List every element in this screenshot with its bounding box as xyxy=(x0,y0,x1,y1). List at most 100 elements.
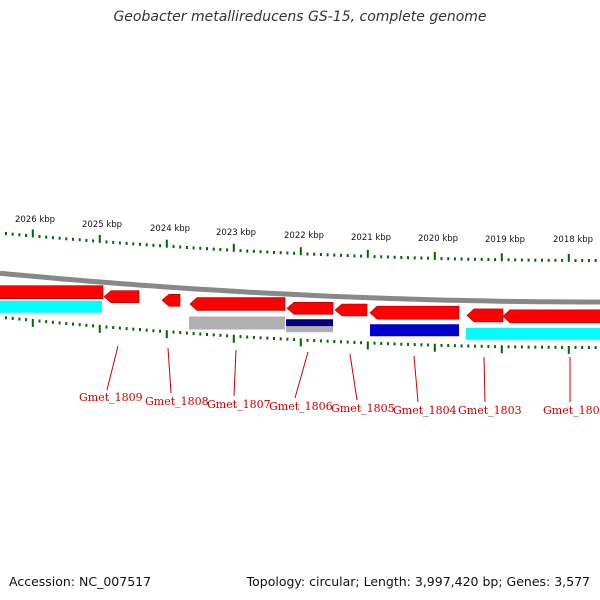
scale-tick xyxy=(106,240,108,243)
gene-feature xyxy=(286,319,333,326)
scale-tick xyxy=(588,346,590,349)
scale-tick xyxy=(246,250,248,253)
scale-tick xyxy=(481,258,483,261)
scale-tick xyxy=(246,336,248,339)
scale-tick xyxy=(233,244,235,252)
scale-tick xyxy=(541,259,543,262)
scale-tick xyxy=(414,256,416,259)
scale-tick xyxy=(199,247,201,250)
scale-tick xyxy=(394,256,396,259)
scale-tick xyxy=(92,239,94,242)
scale-tick xyxy=(199,333,201,336)
scale-tick xyxy=(434,344,436,352)
gene-label[interactable]: Gmet_1804 xyxy=(393,404,457,417)
scale-tick xyxy=(494,345,496,348)
scale-tick xyxy=(12,233,14,236)
scale-tick xyxy=(119,327,121,330)
scale-tick xyxy=(420,257,422,260)
scale-label: 2021 kbp xyxy=(351,233,391,243)
scale-tick xyxy=(32,319,34,327)
scale-tick xyxy=(260,336,262,339)
scale-tick xyxy=(152,329,154,332)
scale-tick xyxy=(213,248,215,251)
scale-tick xyxy=(59,237,61,240)
gene-feature xyxy=(0,301,102,313)
scale-tick xyxy=(508,345,510,348)
scale-tick xyxy=(173,245,175,248)
scale-labels: 2026 kbp 2025 kbp 2024 kbp 2023 kbp 2022… xyxy=(15,215,593,245)
scale-tick xyxy=(186,246,188,249)
scale-tick xyxy=(300,338,302,346)
scale-tick xyxy=(561,259,563,262)
scale-tick xyxy=(327,340,329,343)
scale-tick xyxy=(253,336,255,339)
scale-tick xyxy=(307,253,309,256)
gene-label[interactable]: Gmet_1808 xyxy=(145,395,209,408)
scale-tick xyxy=(588,259,590,262)
scale-tick xyxy=(595,346,597,349)
scale-tick xyxy=(394,342,396,345)
scale-tick xyxy=(280,251,282,254)
scale-tick xyxy=(487,258,489,261)
gene-label[interactable]: Gmet_1809 xyxy=(79,391,143,404)
scale-tick xyxy=(307,339,309,342)
scale-tick xyxy=(32,230,34,238)
scale-tick xyxy=(467,345,469,348)
scale-tick xyxy=(347,341,349,344)
gene-feature xyxy=(466,328,600,340)
scale-tick xyxy=(581,259,583,262)
scale-tick xyxy=(25,234,27,237)
scale-tick xyxy=(568,254,570,262)
genome-map: 2026 kbp 2025 kbp 2024 kbp 2023 kbp 2022… xyxy=(0,0,600,600)
scale-tick xyxy=(320,339,322,342)
scale-tick xyxy=(340,254,342,257)
scale-tick xyxy=(85,324,87,327)
scale-tick xyxy=(548,346,550,349)
scale-tick xyxy=(454,344,456,347)
scale-tick xyxy=(226,248,228,251)
gene-feature xyxy=(286,326,333,332)
scale-tick xyxy=(561,346,563,349)
gene-feature xyxy=(190,298,285,311)
scale-tick xyxy=(112,241,114,244)
scale-label: 2026 kbp xyxy=(15,215,55,225)
scale-tick xyxy=(179,331,181,334)
gene-label[interactable]: Gmet_1802 xyxy=(543,404,600,417)
scale-tick xyxy=(400,256,402,259)
topology-text: Topology: circular; Length: 3,997,420 bp… xyxy=(247,574,590,589)
scale-tick xyxy=(213,333,215,336)
gene-label[interactable]: Gmet_1803 xyxy=(458,404,522,417)
scale-tick xyxy=(18,233,20,236)
scale-tick xyxy=(514,258,516,261)
scale-label: 2025 kbp xyxy=(82,220,122,230)
scale-tick xyxy=(293,252,295,255)
scale-tick xyxy=(447,344,449,347)
scale-tick xyxy=(5,232,7,235)
scale-tick xyxy=(595,259,597,262)
scale-tick xyxy=(273,337,275,340)
scale-tick xyxy=(575,346,577,349)
scale-tick xyxy=(353,341,355,344)
scale-tick xyxy=(39,235,41,238)
scale-tick xyxy=(554,259,556,262)
scale-tick xyxy=(534,259,536,262)
scale-tick xyxy=(206,333,208,336)
scale-tick xyxy=(474,258,476,261)
scale-tick xyxy=(72,238,74,241)
scale-tick xyxy=(534,346,536,349)
scale-tick xyxy=(286,252,288,255)
scale-tick xyxy=(106,326,108,329)
scale-label: 2020 kbp xyxy=(418,234,458,244)
scale-label: 2024 kbp xyxy=(150,224,190,234)
scale-tick xyxy=(340,340,342,343)
scale-tick xyxy=(293,338,295,341)
gene-label[interactable]: Gmet_1807 xyxy=(207,398,271,411)
gene-label[interactable]: Gmet_1805 xyxy=(331,402,395,415)
scale-tick xyxy=(374,342,376,345)
scale-label: 2019 kbp xyxy=(485,235,525,245)
scale-tick xyxy=(45,236,47,239)
scale-tick xyxy=(79,323,81,326)
gene-label[interactable]: Gmet_1806 xyxy=(269,400,333,413)
leader-line xyxy=(414,356,418,402)
scale-tick xyxy=(501,253,503,261)
